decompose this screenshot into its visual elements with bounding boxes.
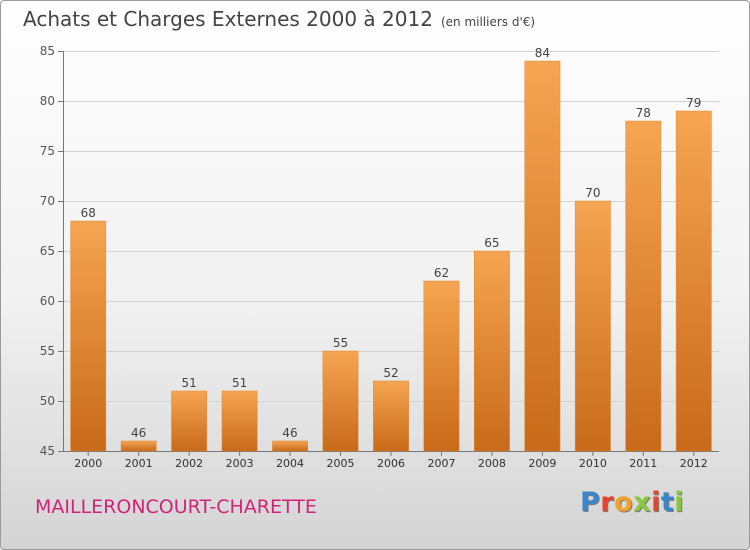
logo-letter: P <box>580 487 601 518</box>
bar-value-label: 55 <box>333 336 348 350</box>
bar-value-label: 68 <box>81 206 96 220</box>
x-tick-label: 2002 <box>175 457 203 470</box>
bar-value-label: 51 <box>232 376 247 390</box>
bar-value-label: 46 <box>282 426 297 440</box>
bar-value-label: 70 <box>585 186 600 200</box>
bar <box>574 200 611 452</box>
proxiti-logo: Proxiti <box>580 487 684 518</box>
bar <box>524 60 561 452</box>
chart-title-main: Achats et Charges Externes 2000 à 2012 <box>23 7 433 31</box>
bar <box>120 440 157 452</box>
logo-letter: i <box>674 487 685 518</box>
y-tick-label: 55 <box>40 344 55 358</box>
bar-value-label: 51 <box>182 376 197 390</box>
bar-value-label: 52 <box>383 366 398 380</box>
y-tick-label: 50 <box>40 394 55 408</box>
x-tick-label: 2004 <box>276 457 304 470</box>
bar-value-label: 46 <box>131 426 146 440</box>
x-tick-label: 2011 <box>629 457 657 470</box>
y-tick-label: 75 <box>40 144 55 158</box>
bar-value-label: 84 <box>535 46 550 60</box>
bar <box>272 440 308 452</box>
y-tick-label: 45 <box>40 444 55 458</box>
bar <box>423 280 460 452</box>
bar <box>675 110 712 452</box>
x-tick-label: 2012 <box>680 457 708 470</box>
bar <box>322 350 359 452</box>
labels: 45 50 55 60 65 70 75 80 85 68 2000 46 2001 51 2002 51 20… <box>40 44 708 470</box>
x-tick-label: 2000 <box>74 457 102 470</box>
bar <box>171 390 208 452</box>
x-tick-label: 2010 <box>579 457 607 470</box>
bar <box>373 380 409 452</box>
bar <box>221 390 258 452</box>
y-tick-label: 70 <box>40 194 55 208</box>
logo-letter: x <box>633 487 652 518</box>
bar-value-label: 65 <box>484 236 499 250</box>
bar <box>70 220 107 452</box>
x-tick-label: 2009 <box>528 457 556 470</box>
x-tick-label: 2003 <box>226 457 254 470</box>
x-tick-label: 2007 <box>427 457 455 470</box>
bar <box>474 250 510 452</box>
axes <box>58 51 719 456</box>
bars <box>70 60 712 452</box>
y-tick-label: 80 <box>40 94 55 108</box>
chart-subtitle: (en milliers d'€) <box>440 15 536 29</box>
bar <box>625 120 662 452</box>
logo-letter: i <box>651 487 661 518</box>
chart-title: Achats et Charges Externes 2000 à 2012 (e… <box>23 7 535 31</box>
x-tick-label: 2006 <box>377 457 405 470</box>
y-tick-label: 60 <box>40 294 55 308</box>
x-tick-label: 2008 <box>478 457 506 470</box>
commune-name: MAILLERONCOURT-CHARETTE <box>35 496 317 518</box>
x-tick-label: 2005 <box>327 457 355 470</box>
logo-letter: o <box>614 487 634 518</box>
bar-value-label: 79 <box>686 96 701 110</box>
x-tick-label: 2001 <box>125 457 153 470</box>
y-tick-label: 65 <box>40 244 55 258</box>
logo-letter: t <box>660 487 675 518</box>
bar-value-label: 62 <box>434 266 449 280</box>
bar-value-label: 78 <box>636 106 651 120</box>
y-tick-label: 85 <box>40 44 55 58</box>
logo-letter: r <box>600 487 615 518</box>
